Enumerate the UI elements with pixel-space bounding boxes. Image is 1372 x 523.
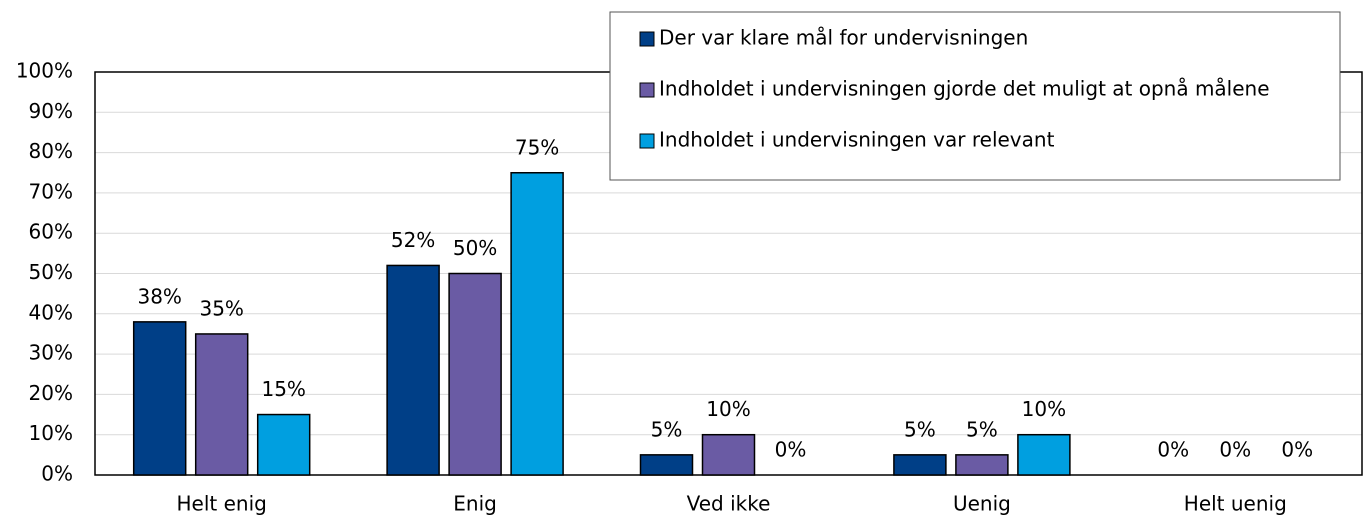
legend-swatch	[639, 133, 655, 149]
legend-label: Indholdet i undervisningen gjorde det mu…	[659, 77, 1270, 101]
bar	[893, 454, 947, 476]
legend-label: Der var klare mål for undervisningen	[659, 26, 1028, 50]
value-label: 50%	[453, 236, 497, 260]
value-label: 0%	[1219, 438, 1251, 462]
y-tick-label: 40%	[29, 300, 73, 324]
value-label: 38%	[137, 284, 181, 308]
x-tick-label: Uenig	[953, 492, 1011, 516]
y-tick-label: 90%	[29, 99, 73, 123]
bar	[510, 172, 564, 476]
value-label: 35%	[199, 296, 243, 320]
x-tick-label: Helt enig	[177, 492, 267, 516]
x-tick-label: Ved ikke	[687, 492, 771, 516]
legend-swatch	[639, 31, 655, 47]
y-tick-label: 50%	[29, 260, 73, 284]
bar	[701, 433, 756, 476]
bar	[256, 413, 311, 476]
y-tick-label: 0%	[41, 462, 73, 486]
value-label: 15%	[261, 377, 305, 401]
y-tick-label: 70%	[29, 179, 73, 203]
value-label: 10%	[706, 397, 750, 421]
y-tick-label: 30%	[29, 341, 73, 365]
value-label: 10%	[1022, 397, 1066, 421]
value-label: 0%	[1157, 438, 1189, 462]
bar	[386, 264, 440, 476]
bar	[132, 321, 187, 476]
y-tick-label: 10%	[29, 421, 73, 445]
value-label: 52%	[391, 228, 435, 252]
bar	[639, 454, 694, 476]
bar	[1017, 433, 1071, 476]
value-label: 0%	[775, 438, 807, 462]
value-label: 5%	[966, 417, 998, 441]
y-tick-label: 20%	[29, 381, 73, 405]
value-label: 5%	[904, 417, 936, 441]
value-label: 75%	[515, 135, 559, 159]
x-tick-label: Enig	[453, 492, 497, 516]
y-tick-label: 80%	[29, 139, 73, 163]
legend-box	[609, 11, 1341, 181]
legend-label: Indholdet i undervisningen var relevant	[659, 128, 1055, 152]
value-label: 5%	[651, 417, 683, 441]
x-tick-label: Helt uenig	[1184, 492, 1287, 516]
legend-swatch	[639, 82, 655, 98]
bar	[448, 272, 502, 476]
y-tick-label: 100%	[16, 59, 73, 83]
bar	[955, 454, 1009, 476]
bar	[194, 333, 249, 476]
y-tick-label: 60%	[29, 220, 73, 244]
value-label: 0%	[1281, 438, 1313, 462]
